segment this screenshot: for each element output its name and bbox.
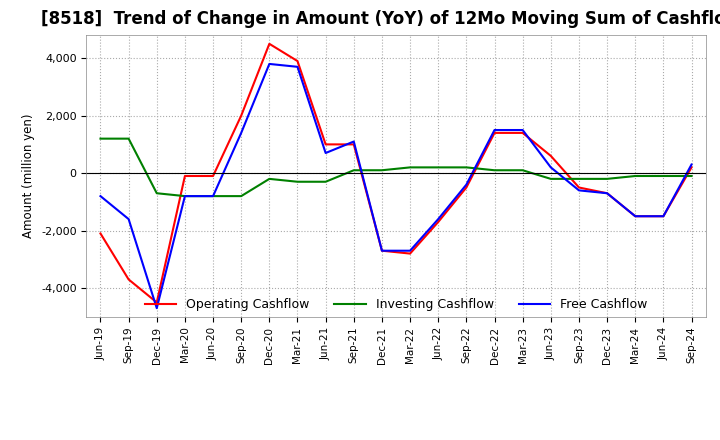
Operating Cashflow xyxy=(518,130,527,136)
Operating Cashflow xyxy=(321,142,330,147)
Investing Cashflow xyxy=(603,176,611,182)
Investing Cashflow xyxy=(237,194,246,199)
Operating Cashflow xyxy=(490,130,499,136)
Free Cashflow xyxy=(265,61,274,66)
Line: Operating Cashflow: Operating Cashflow xyxy=(101,44,691,302)
Operating Cashflow xyxy=(687,165,696,170)
Free Cashflow xyxy=(349,139,358,144)
Free Cashflow xyxy=(321,150,330,156)
Free Cashflow xyxy=(293,64,302,70)
Operating Cashflow xyxy=(575,185,583,190)
Free Cashflow xyxy=(687,162,696,167)
Free Cashflow xyxy=(237,130,246,136)
Line: Investing Cashflow: Investing Cashflow xyxy=(101,139,691,196)
Investing Cashflow xyxy=(265,176,274,182)
Free Cashflow xyxy=(153,305,161,311)
Free Cashflow xyxy=(209,194,217,199)
Investing Cashflow xyxy=(575,176,583,182)
Investing Cashflow xyxy=(631,173,639,179)
Investing Cashflow xyxy=(518,168,527,173)
Investing Cashflow xyxy=(209,194,217,199)
Operating Cashflow xyxy=(546,153,555,158)
Operating Cashflow xyxy=(153,300,161,305)
Free Cashflow xyxy=(406,248,415,253)
Investing Cashflow xyxy=(490,168,499,173)
Investing Cashflow xyxy=(406,165,415,170)
Operating Cashflow xyxy=(349,142,358,147)
Free Cashflow xyxy=(377,248,386,253)
Operating Cashflow xyxy=(181,173,189,179)
Operating Cashflow xyxy=(209,173,217,179)
Investing Cashflow xyxy=(125,136,133,141)
Investing Cashflow xyxy=(181,194,189,199)
Investing Cashflow xyxy=(434,165,443,170)
Operating Cashflow xyxy=(659,213,667,219)
Operating Cashflow xyxy=(631,213,639,219)
Free Cashflow xyxy=(631,213,639,219)
Free Cashflow xyxy=(96,194,105,199)
Investing Cashflow xyxy=(546,176,555,182)
Investing Cashflow xyxy=(377,168,386,173)
Operating Cashflow xyxy=(434,219,443,224)
Operating Cashflow xyxy=(125,277,133,282)
Title: [8518]  Trend of Change in Amount (YoY) of 12Mo Moving Sum of Cashflows: [8518] Trend of Change in Amount (YoY) o… xyxy=(41,10,720,28)
Operating Cashflow xyxy=(603,191,611,196)
Investing Cashflow xyxy=(153,191,161,196)
Operating Cashflow xyxy=(462,185,471,190)
Operating Cashflow xyxy=(265,41,274,47)
Investing Cashflow xyxy=(96,136,105,141)
Free Cashflow xyxy=(462,182,471,187)
Legend: Operating Cashflow, Investing Cashflow, Free Cashflow: Operating Cashflow, Investing Cashflow, … xyxy=(140,293,652,316)
Investing Cashflow xyxy=(659,173,667,179)
Free Cashflow xyxy=(490,128,499,133)
Y-axis label: Amount (million yen): Amount (million yen) xyxy=(22,114,35,238)
Investing Cashflow xyxy=(349,168,358,173)
Investing Cashflow xyxy=(321,179,330,184)
Free Cashflow xyxy=(181,194,189,199)
Operating Cashflow xyxy=(237,113,246,118)
Free Cashflow xyxy=(434,216,443,222)
Free Cashflow xyxy=(603,191,611,196)
Operating Cashflow xyxy=(96,231,105,236)
Operating Cashflow xyxy=(377,248,386,253)
Investing Cashflow xyxy=(293,179,302,184)
Free Cashflow xyxy=(546,165,555,170)
Free Cashflow xyxy=(518,128,527,133)
Operating Cashflow xyxy=(293,59,302,64)
Free Cashflow xyxy=(125,216,133,222)
Investing Cashflow xyxy=(462,165,471,170)
Operating Cashflow xyxy=(406,251,415,256)
Line: Free Cashflow: Free Cashflow xyxy=(101,64,691,308)
Free Cashflow xyxy=(659,213,667,219)
Free Cashflow xyxy=(575,188,583,193)
Investing Cashflow xyxy=(687,173,696,179)
